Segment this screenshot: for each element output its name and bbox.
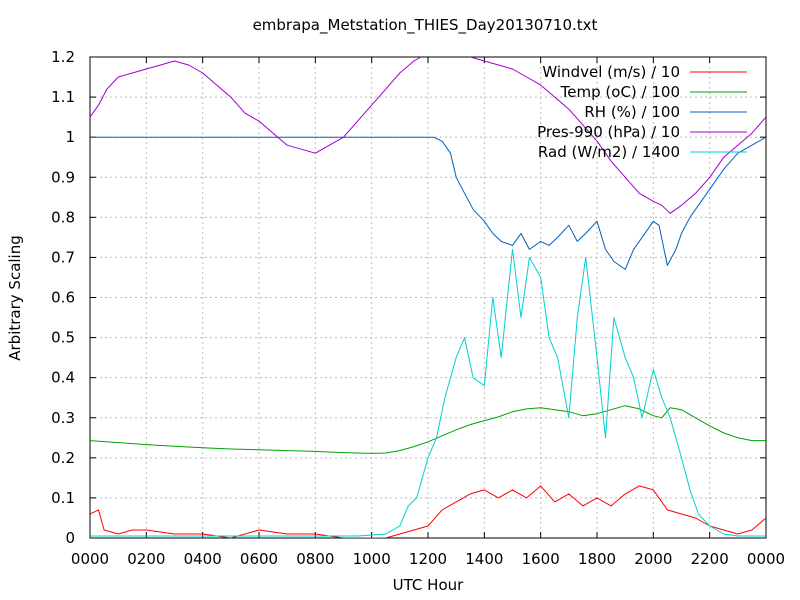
x-tick-label: 1000: [353, 550, 391, 568]
legend-label: Pres-990 (hPa) / 10: [537, 123, 680, 141]
x-axis-label: UTC Hour: [393, 576, 464, 594]
x-tick-label: 0600: [240, 550, 278, 568]
legend-label: RH (%) / 100: [584, 103, 680, 121]
y-tick-label: 0.6: [51, 289, 75, 307]
y-tick-label: 1: [65, 128, 75, 146]
y-axis-ticks: 0 0.1 0.2 0.3 0.4 0.5 0.6 0.7 0.8 0.9 1 1.1 1.2: [51, 48, 766, 547]
y-tick-label: 0.5: [51, 329, 75, 347]
y-tick-label: 0.8: [51, 208, 75, 226]
y-tick-label: 0.1: [51, 489, 75, 507]
series-layer: [90, 57, 766, 538]
series-line-3: [90, 136, 766, 270]
series-line-5: [90, 248, 766, 537]
y-tick-label: 0.3: [51, 409, 75, 427]
y-tick-label: 0.2: [51, 449, 75, 467]
y-tick-label: 0.9: [51, 168, 75, 186]
y-axis-label: Arbitrary Scaling: [6, 235, 24, 361]
legend-label: Rad (W/m2) / 1400: [538, 143, 680, 161]
y-tick-label: 1.2: [51, 48, 75, 66]
x-tick-label: 0000: [747, 550, 785, 568]
y-tick-label: 0.7: [51, 248, 75, 266]
legend: Windvel (m/s) / 10 Temp (oC) / 100 RH (%) …: [537, 63, 747, 161]
x-tick-label: 2000: [634, 550, 672, 568]
y-tick-label: 0.4: [51, 369, 75, 387]
x-tick-label: 2200: [691, 550, 729, 568]
chart-title: embrapa_Metstation_THIES_Day20130710.txt: [253, 16, 598, 35]
x-tick-label: 0200: [127, 550, 165, 568]
legend-label: Temp (oC) / 100: [560, 83, 680, 101]
x-tick-label: 0000: [71, 550, 109, 568]
y-tick-label: 1.1: [51, 88, 75, 106]
y-tick-label: 0: [65, 529, 75, 547]
x-tick-label: 1800: [578, 550, 616, 568]
x-tick-label: 1600: [522, 550, 560, 568]
series-line-4: [90, 57, 766, 214]
series-line-1: [90, 485, 766, 538]
x-tick-label: 0400: [184, 550, 222, 568]
x-axis-ticks: 0000 0200 0400 0600 0800 1000 1200 1400 1600 1800…: [71, 57, 785, 568]
x-tick-label: 1400: [465, 550, 503, 568]
x-tick-label: 1200: [409, 550, 447, 568]
x-tick-label: 0800: [296, 550, 334, 568]
legend-label: Windvel (m/s) / 10: [542, 63, 680, 81]
series-line-2: [90, 405, 766, 454]
